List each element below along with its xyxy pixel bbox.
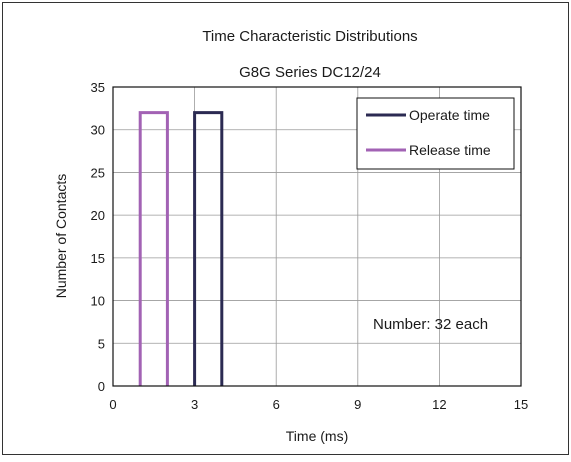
plot-border [112,86,522,387]
y-axis-label: Number of Contacts [53,174,69,299]
y-tick-label: 20 [91,208,105,223]
x-tick-label: 9 [354,397,361,412]
outer-border [2,2,569,455]
x-tick-label: 3 [191,397,198,412]
legend-box [356,97,515,170]
y-tick-label: 15 [91,251,105,266]
y-tick-label: 35 [91,80,105,95]
chart-subtitle: G8G Series DC12/24 [239,64,381,81]
legend-label-release-time: Release time [409,142,491,158]
bars [138,111,224,386]
x-tick-labels: 0 3 6 9 12 15 [109,397,528,412]
x-axis-label: Time (ms) [286,428,348,444]
x-tick-label: 15 [514,397,528,412]
legend-label-operate-time: Operate time [409,107,490,123]
x-tick-label: 6 [273,397,280,412]
chart-title: Time Characteristic Distributions [202,28,417,45]
x-tick-label: 12 [432,397,446,412]
bar-operate-time [193,111,224,386]
y-tick-label: 25 [91,165,105,180]
x-tick-label: 0 [109,397,116,412]
y-tick-labels: 0 5 10 15 20 25 30 35 [91,80,105,394]
y-tick-label: 10 [91,294,105,309]
bar-release-time [138,111,169,386]
y-tick-label: 30 [91,123,105,138]
y-tick-label: 0 [98,379,105,394]
annotation-count: Number: 32 each [373,316,488,333]
y-tick-label: 5 [98,336,105,351]
legend: Operate time Release time [356,97,515,170]
